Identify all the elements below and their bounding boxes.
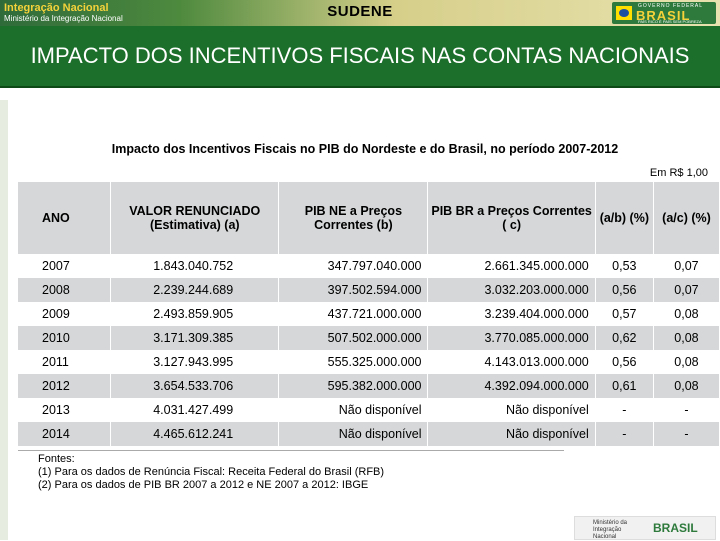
org-name: SUDENE — [327, 3, 393, 20]
year-cell: 2010 — [18, 326, 112, 350]
header-ab-ratio: (a/b) (%) — [595, 182, 654, 254]
footer-ministry-logo: Ministério da Integração Nacional BRASIL — [574, 516, 716, 540]
logo-left-subtitle: Ministério da Integração Nacional — [4, 14, 123, 23]
year-cell: 2009 — [18, 302, 112, 326]
ac-ratio-cell: 0,08 — [653, 302, 720, 326]
pib-br-cell: Não disponível — [427, 422, 596, 446]
valor-renunciado-cell: 3.127.943.995 — [110, 350, 280, 374]
ac-ratio-cell: 0,08 — [653, 350, 720, 374]
left-decorative-strip — [0, 100, 8, 540]
year-cell: 2012 — [18, 374, 112, 398]
ac-ratio-cell: 0,08 — [653, 374, 720, 398]
valor-renunciado-cell: 4.031.427.499 — [110, 398, 280, 422]
ac-ratio-cell: 0,08 — [653, 326, 720, 350]
ab-ratio-cell: 0,61 — [595, 374, 654, 398]
header-pib-ne: PIB NE a Preços Correntes (b) — [278, 182, 429, 254]
year-cell: 2008 — [18, 278, 112, 302]
pib-br-cell: Não disponível — [427, 398, 596, 422]
ab-ratio-cell: - — [595, 422, 654, 446]
pib-ne-cell: Não disponível — [278, 398, 429, 422]
valor-renunciado-cell: 3.654.533.706 — [110, 374, 280, 398]
valor-renunciado-cell: 2.239.244.689 — [110, 278, 280, 302]
pib-br-cell: 3.032.203.000.000 — [427, 278, 596, 302]
header-ac-ratio: (a/c) (%) — [653, 182, 720, 254]
header-pib-br: PIB BR a Preços Correntes ( c) — [427, 182, 596, 254]
table-row: 2007 1.843.040.752 347.797.040.000 2.661.34… — [18, 254, 720, 278]
table-row: 2014 4.465.612.241 Não disponível Não dispo… — [18, 422, 720, 446]
table-row: 2010 3.171.309.385 507.502.000.000 3.770.08… — [18, 326, 720, 350]
pib-ne-cell: 437.721.000.000 — [278, 302, 429, 326]
brazil-flag-icon — [616, 6, 632, 20]
ab-ratio-cell: 0,53 — [595, 254, 654, 278]
ac-ratio-cell: - — [653, 398, 720, 422]
valor-renunciado-cell: 2.493.859.905 — [110, 302, 280, 326]
ac-ratio-cell: 0,07 — [653, 254, 720, 278]
ac-ratio-cell: - — [653, 422, 720, 446]
unit-label: Em R$ 1,00 — [649, 167, 708, 179]
pib-br-cell: 3.239.404.000.000 — [427, 302, 596, 326]
footer-brand: BRASIL — [653, 521, 698, 535]
header-valor-renunciado: VALOR RENUNCIADO (Estimativa) (a) — [110, 182, 280, 254]
pib-ne-cell: Não disponível — [278, 422, 429, 446]
pib-ne-cell: 397.502.594.000 — [278, 278, 429, 302]
integracao-nacional-logo: Integração Nacional Ministério da Integr… — [4, 2, 129, 24]
pib-ne-cell: 595.382.000.000 — [278, 374, 429, 398]
logo-right-top: GOVERNO FEDERAL — [638, 3, 704, 9]
header-ano: ANO — [18, 182, 112, 254]
valor-renunciado-cell: 3.171.309.385 — [110, 326, 280, 350]
pib-br-cell: 2.661.345.000.000 — [427, 254, 596, 278]
ac-ratio-cell: 0,07 — [653, 278, 720, 302]
table-row: 2011 3.127.943.995 555.325.000.000 4.143.01… — [18, 350, 720, 374]
table-row: 2013 4.031.427.499 Não disponível Não dispo… — [18, 398, 720, 422]
pib-br-cell: 3.770.085.000.000 — [427, 326, 596, 350]
pib-ne-cell: 347.797.040.000 — [278, 254, 429, 278]
pib-ne-cell: 507.502.000.000 — [278, 326, 429, 350]
ab-ratio-cell: 0,62 — [595, 326, 654, 350]
year-cell: 2007 — [18, 254, 112, 278]
table-caption: Impacto dos Incentivos Fiscais no PIB do… — [111, 142, 619, 156]
ab-ratio-cell: 0,57 — [595, 302, 654, 326]
notes-line-1: (1) Para os dados de Renúncia Fiscal: Re… — [38, 466, 385, 478]
title-band: IMPACTO DOS INCENTIVOS FISCAIS NAS CONTA… — [0, 26, 720, 88]
footer-ministry-text: Ministério da Integração Nacional — [593, 520, 628, 540]
logo-right-sub: PAÍS RICO É PAÍS SEM POBREZA — [638, 19, 702, 24]
valor-renunciado-cell: 4.465.612.241 — [110, 422, 280, 446]
sources-note: Fontes: (1) Para os dados de Renúncia Fi… — [18, 450, 564, 496]
notes-title: Fontes: — [38, 453, 75, 465]
slide-title: IMPACTO DOS INCENTIVOS FISCAIS NAS CONTA… — [30, 43, 690, 68]
logo-left-title: Integração Nacional — [4, 2, 109, 14]
ab-ratio-cell: 0,56 — [595, 350, 654, 374]
table-row: 2009 2.493.859.905 437.721.000.000 3.239.40… — [18, 302, 720, 326]
table-header-row: ANO VALOR RENUNCIADO (Estimativa) (a) PI… — [18, 182, 720, 254]
pib-ne-cell: 555.325.000.000 — [278, 350, 429, 374]
pib-br-cell: 4.143.013.000.000 — [427, 350, 596, 374]
year-cell: 2014 — [18, 422, 112, 446]
governo-federal-logo: GOVERNO FEDERAL BRASIL PAÍS RICO É PAÍS … — [612, 2, 716, 24]
year-cell: 2013 — [18, 398, 112, 422]
table-row: 2012 3.654.533.706 595.382.000.000 4.392.09… — [18, 374, 720, 398]
logo-right-brand: BRASIL — [636, 8, 691, 23]
ab-ratio-cell: 0,56 — [595, 278, 654, 302]
table-row: 2008 2.239.244.689 397.502.594.000 3.032.20… — [18, 278, 720, 302]
pib-br-cell: 4.392.094.000.000 — [427, 374, 596, 398]
ab-ratio-cell: - — [595, 398, 654, 422]
data-table: ANO VALOR RENUNCIADO (Estimativa) (a) PI… — [18, 182, 720, 446]
top-banner: Integração Nacional Ministério da Integr… — [0, 0, 720, 26]
year-cell: 2011 — [18, 350, 112, 374]
notes-line-2: (2) Para os dados de PIB BR 2007 a 2012 … — [38, 479, 369, 491]
valor-renunciado-cell: 1.843.040.752 — [110, 254, 280, 278]
